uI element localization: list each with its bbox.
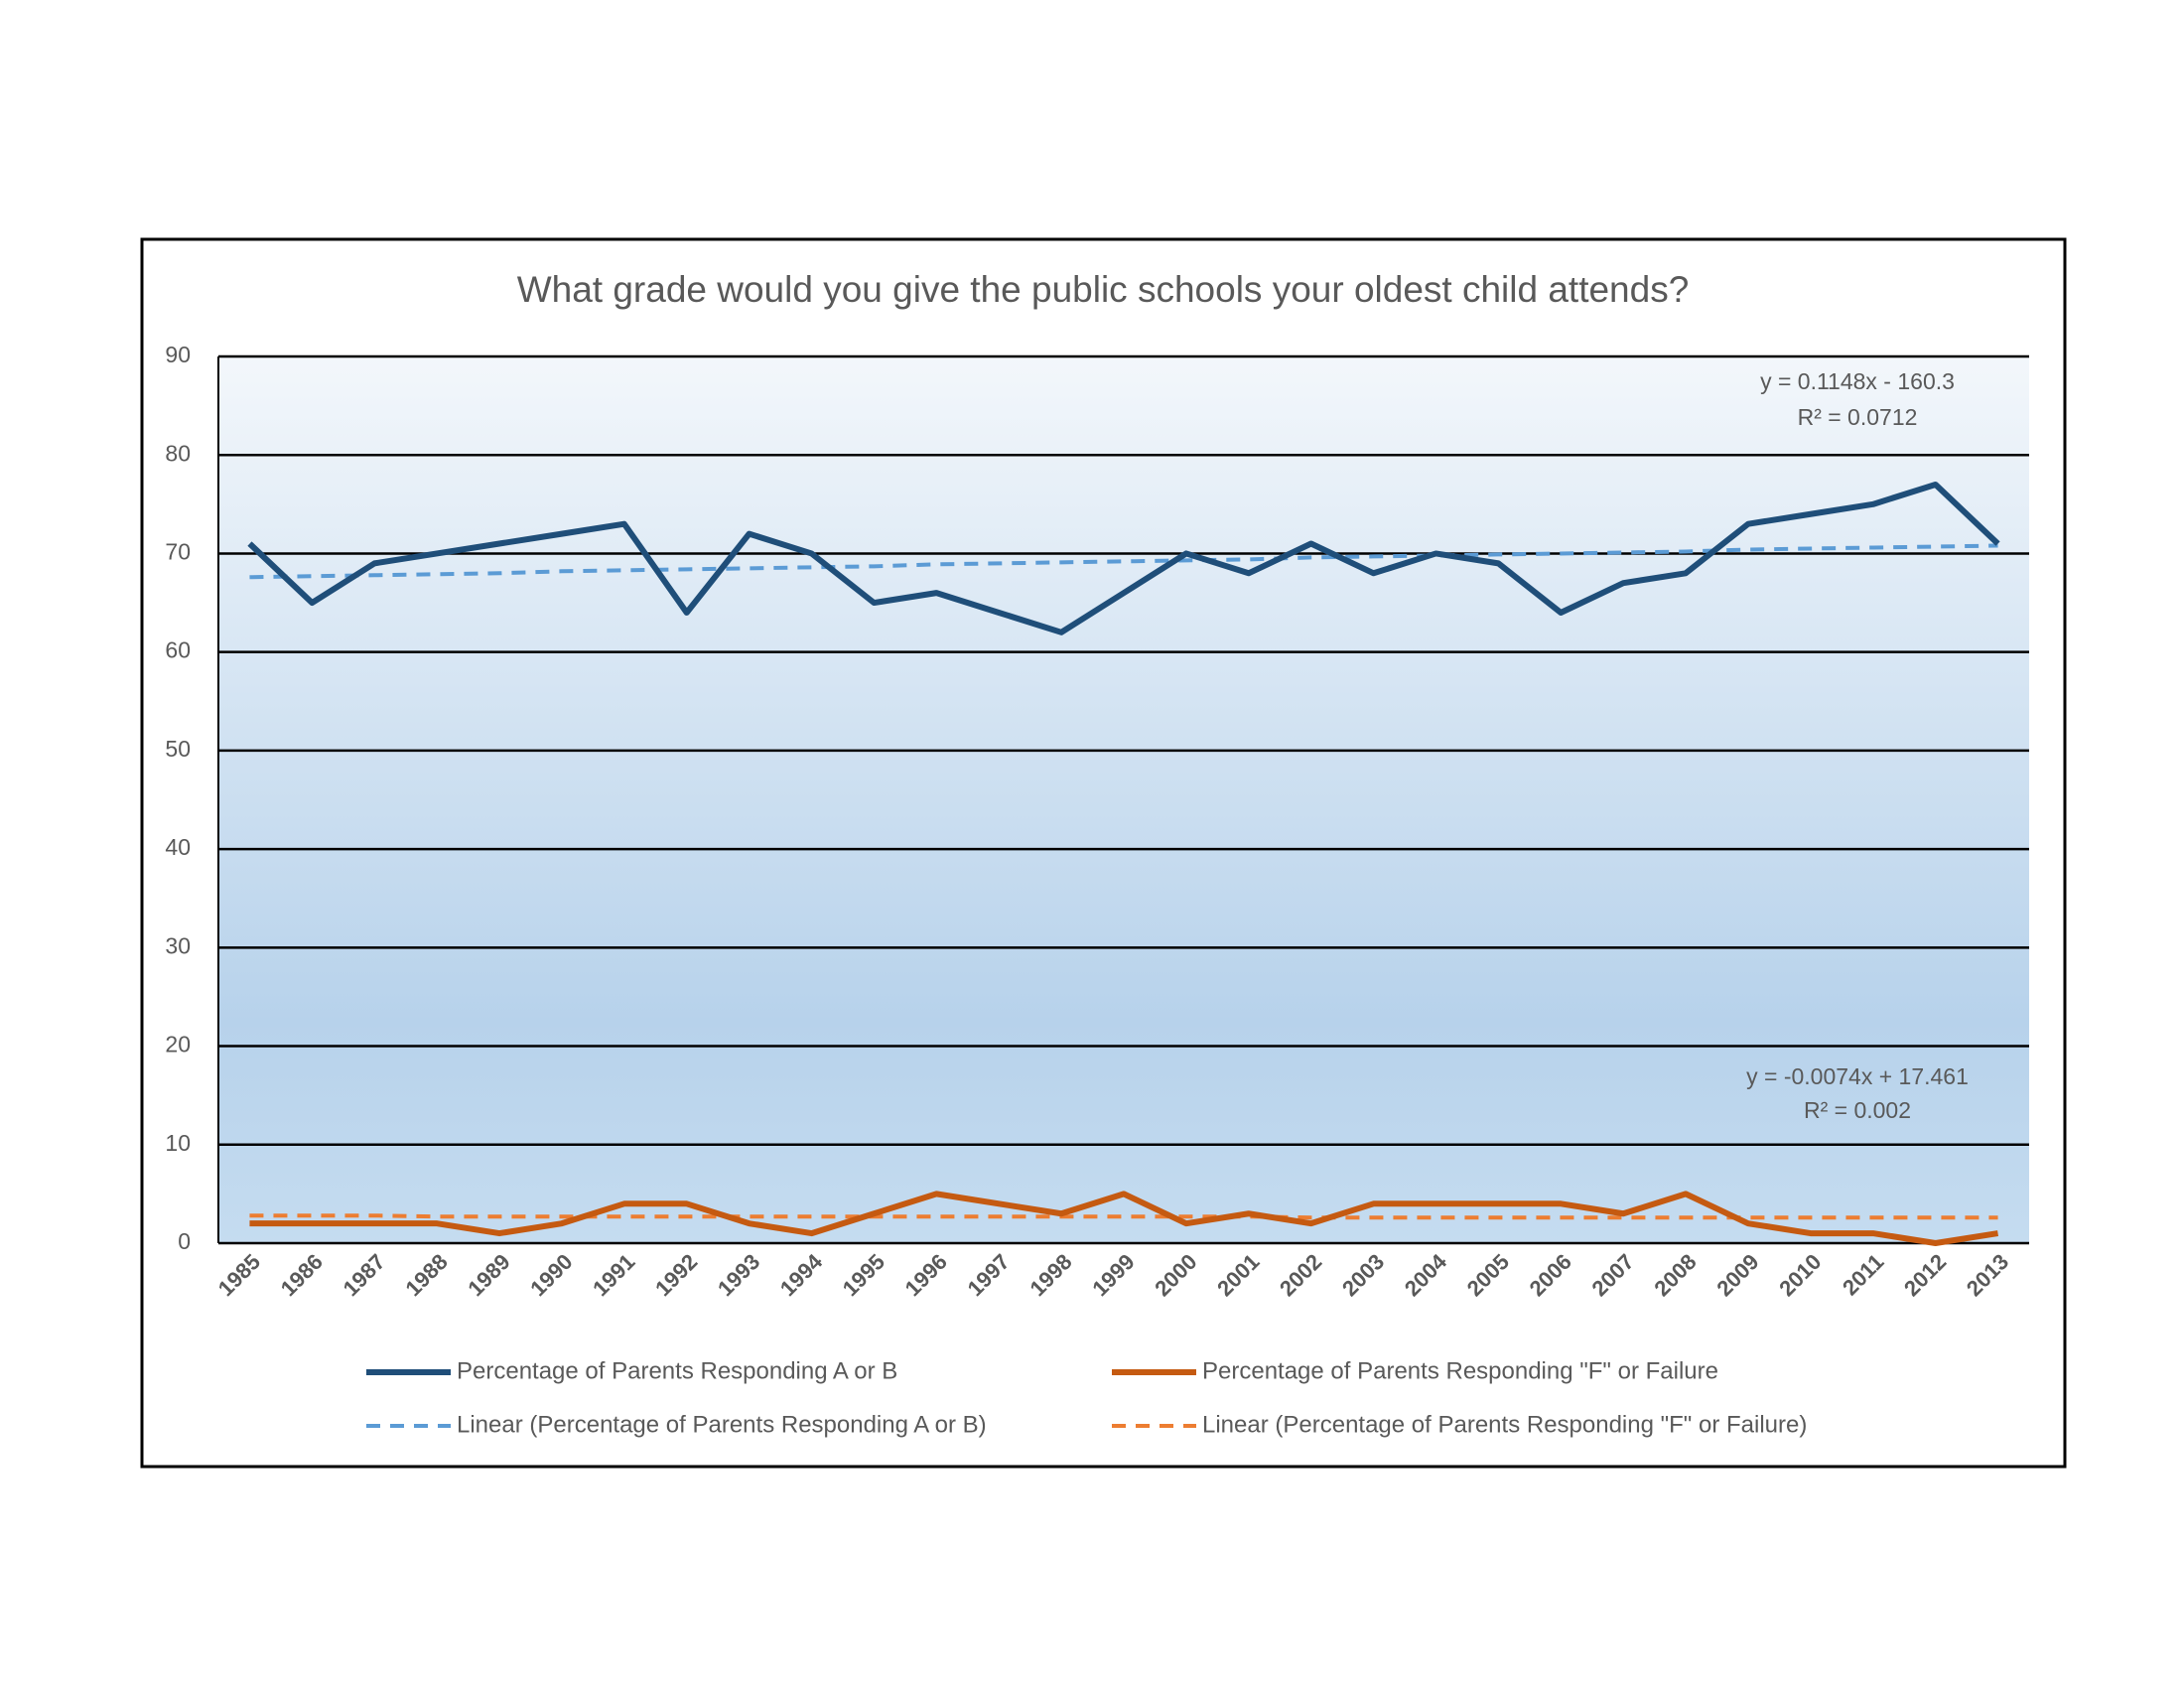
y-tick-label: 50 — [165, 736, 191, 762]
series-line — [249, 1191, 1999, 1246]
y-tick-label: 40 — [165, 834, 191, 860]
y-tick-label: 90 — [165, 342, 191, 367]
legend-label: Percentage of Parents Responding "F" or … — [1202, 1357, 1718, 1384]
legend-label: Linear (Percentage of Parents Responding… — [457, 1411, 987, 1438]
plot-area — [218, 356, 2029, 1243]
trend-line — [249, 1213, 1998, 1220]
trend-equation: y = -0.0074x + 17.461 — [1746, 1063, 1969, 1089]
y-tick-label: 60 — [165, 637, 191, 663]
trend-line — [249, 543, 1998, 580]
chart-title: What grade would you give the public sch… — [517, 269, 1690, 310]
legend-label: Percentage of Parents Responding A or B — [457, 1357, 897, 1384]
series-line — [247, 481, 2000, 635]
y-tick-label: 80 — [165, 440, 191, 466]
trend-equation: R² = 0.0712 — [1798, 404, 1918, 430]
y-tick-label: 30 — [165, 932, 191, 958]
trend-equation: y = 0.1148x - 160.3 — [1760, 368, 1955, 394]
trend-equation: R² = 0.002 — [1804, 1097, 1911, 1123]
legend-label: Linear (Percentage of Parents Responding… — [1202, 1411, 1807, 1438]
y-tick-label: 0 — [178, 1228, 191, 1254]
y-tick-label: 10 — [165, 1130, 191, 1156]
y-tick-label: 70 — [165, 539, 191, 565]
y-tick-label: 20 — [165, 1032, 191, 1057]
